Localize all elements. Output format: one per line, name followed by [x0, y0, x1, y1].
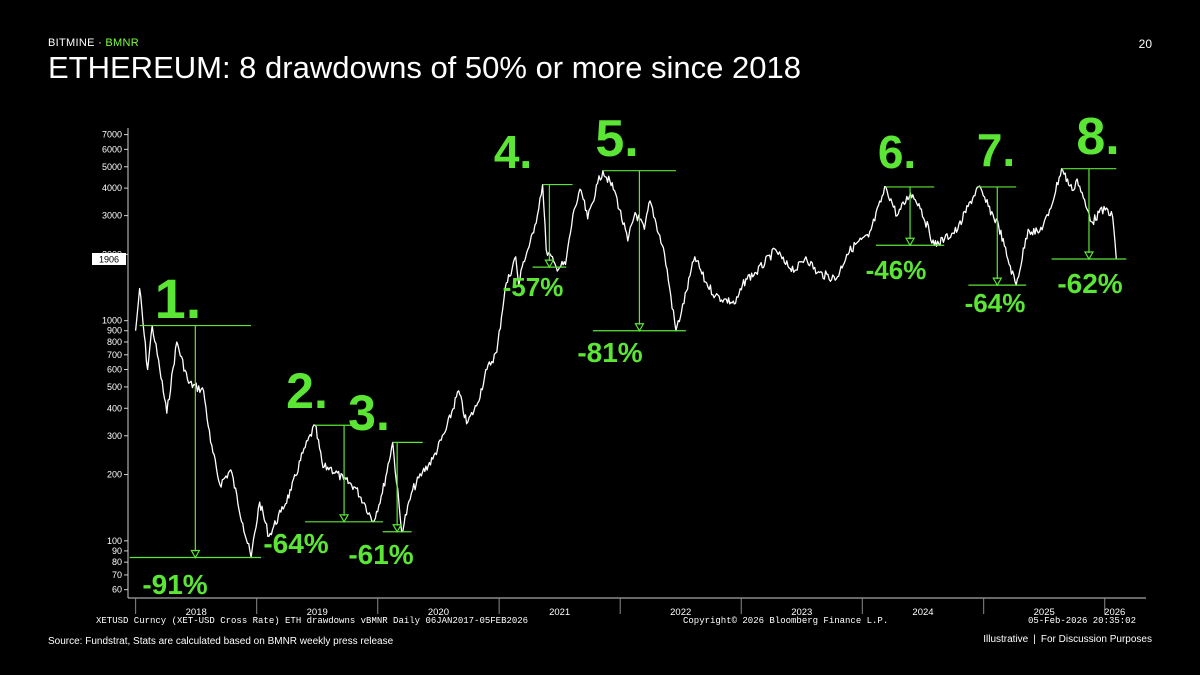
drawdown-number: 8.: [1076, 108, 1119, 166]
drawdown-number: 6.: [878, 126, 916, 178]
x-tick-label: 2025: [1034, 607, 1055, 618]
y-tick-label: 7000: [102, 130, 122, 140]
disclaimer-separator: |: [1033, 634, 1036, 645]
y-tick-label: 200: [107, 470, 122, 480]
bloomberg-copyright: Copyright© 2026 Bloomberg Finance L.P.: [683, 616, 888, 626]
source-note: Source: Fundstrat, Stats are calculated …: [48, 636, 394, 647]
drawdown-3: 3. -61%: [348, 385, 423, 570]
drawdown-number: 7.: [977, 124, 1015, 176]
y-tick-label: 90: [112, 546, 122, 556]
drawdown-4: 4. -57%: [494, 126, 573, 302]
drawdown-arrow-head: [992, 277, 1003, 287]
drawdown-pct: -61%: [348, 539, 413, 570]
y-tick-label: 80: [112, 557, 122, 567]
drawdown-arrow-head: [1083, 251, 1095, 261]
drawdown-pct: -46%: [866, 255, 927, 285]
y-tick-label: 4000: [102, 183, 122, 193]
page-title: ETHEREUM: 8 drawdowns of 50% or more sin…: [48, 50, 801, 85]
drawdown-pct: -64%: [263, 528, 328, 559]
drawdown-number: 2.: [286, 363, 328, 419]
x-tick-label: 2018: [186, 607, 207, 618]
x-tick-label: 2022: [670, 607, 691, 618]
y-tick-label: 1000: [102, 316, 122, 326]
brand-name: BITMINE: [48, 37, 95, 49]
drawdown-arrow-head: [905, 237, 916, 247]
bloomberg-timestamp: 05-Feb-2026 20:35:02: [1028, 616, 1136, 626]
disclaimer: Illustrative | For Discussion Purposes: [983, 634, 1152, 645]
drawdown-number: 4.: [494, 126, 532, 178]
y-tick-label: 400: [107, 403, 122, 413]
y-tick-label: 800: [107, 337, 122, 347]
y-tick-label: 60: [112, 585, 122, 595]
drawdown-6: 6. -46%: [866, 126, 945, 285]
y-tick-label: 70: [112, 570, 122, 580]
drawdown-pct: -91%: [142, 569, 207, 600]
drawdown-arrow-head: [339, 514, 350, 524]
drawdown-arrow-head: [544, 259, 555, 269]
drawdown-number: 3.: [348, 385, 390, 441]
drawdown-1: 1. -91%: [129, 267, 262, 600]
brand-ticker: BMNR: [105, 37, 139, 49]
drawdown-5: 5. -81%: [577, 110, 686, 368]
brand-separator: ·: [98, 37, 103, 49]
drawdown-8: 8. -62%: [1051, 108, 1127, 299]
x-tick-label: 2023: [791, 607, 812, 618]
disclaimer-illustrative: Illustrative: [983, 634, 1029, 645]
drawdown-pct: -64%: [965, 288, 1026, 318]
x-tick-label: 2020: [428, 607, 449, 618]
x-tick-label: 2024: [912, 607, 933, 618]
drawdown-arrow-head: [634, 323, 645, 332]
y-tick-label: 500: [107, 382, 122, 392]
x-tick-label: 2021: [549, 607, 570, 618]
y-tick-label: 700: [107, 350, 122, 360]
drawdown-pct: -57%: [503, 272, 564, 302]
brand-header: BITMINE · BMNR: [48, 37, 139, 49]
y-tick-label: 6000: [102, 144, 122, 154]
price-line: [134, 168, 1117, 559]
last-price-tag: [92, 252, 126, 265]
drawdown-arrow-head: [392, 524, 403, 533]
drawdown-7: 7. -64%: [965, 124, 1027, 318]
bloomberg-caption: XETUSD Curncy (XET-USD Cross Rate) ETH d…: [96, 616, 528, 626]
last-price-tag-label: 1906: [99, 254, 119, 264]
y-tick-label: 100: [107, 536, 122, 546]
drawdown-pct: -81%: [577, 337, 642, 368]
drawdown-2: 2. -64%: [263, 363, 384, 559]
x-tick-label: 2026: [1104, 607, 1125, 618]
y-tick-label: 5000: [102, 162, 122, 172]
drawdown-number: 5.: [595, 110, 638, 168]
price-series: [134, 168, 1117, 559]
chart-texts: XETUSD Curncy (XET-USD Cross Rate) ETH d…: [96, 616, 1136, 626]
y-tick-label: 900: [107, 326, 122, 336]
drawdown-pct: -62%: [1057, 268, 1122, 299]
page-number: 20: [1138, 37, 1152, 51]
drawdown-annotations: 1. -91% 2. -64% 3. -61% 4. -57% 5. -81% 6. -46% 7. -6…: [129, 108, 1127, 600]
y-tick-label: 300: [107, 431, 122, 441]
disclaimer-discussion: For Discussion Purposes: [1040, 634, 1152, 645]
y-tick-label: 3000: [102, 211, 122, 221]
y-tick-label: 600: [107, 365, 122, 375]
x-tick-label: 2019: [307, 607, 328, 618]
drawdown-arrow-head: [190, 549, 201, 559]
drawdown-number: 1.: [155, 267, 202, 330]
